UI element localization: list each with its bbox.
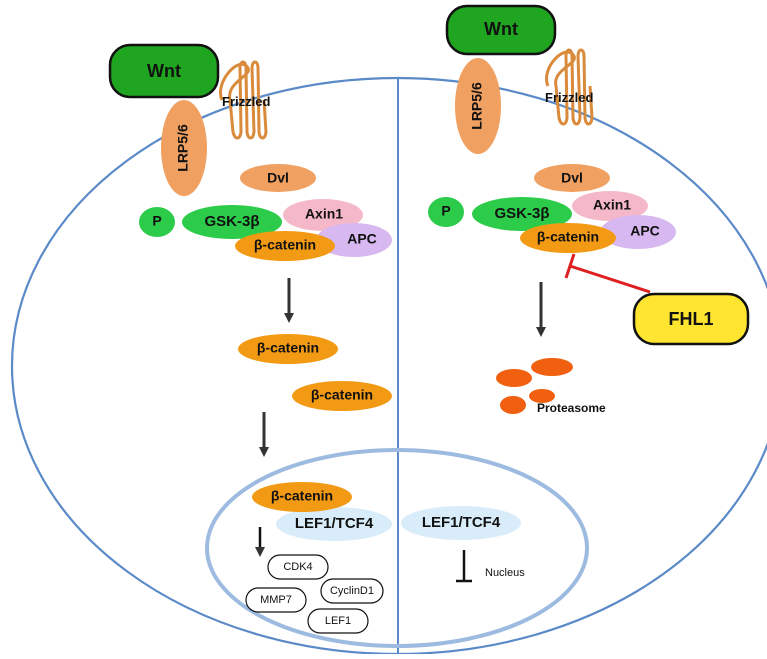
left-lef-tcf4-label: LEF1/TCF4 — [295, 515, 374, 532]
right-lef-tcf4-label: LEF1/TCF4 — [422, 514, 501, 531]
fhl1-inhibition-line — [564, 253, 651, 294]
right-axin1-label: Axin1 — [593, 197, 631, 213]
right-axin1: Axin1 — [572, 191, 648, 221]
left-gsk3b: GSK-3β — [182, 205, 282, 239]
right-frizzled-receptor: Frizzled — [545, 48, 594, 126]
right-apc: APC — [600, 215, 676, 249]
nucleus-membrane — [205, 448, 589, 648]
left-bcatenin-nucleus-label: β-catenin — [271, 488, 333, 504]
target-gene-cdk4: CDK4 — [267, 554, 329, 580]
right-phosphate: P — [428, 197, 464, 227]
target-gene-mmp7-label: MMP7 — [260, 594, 292, 606]
target-gene-lef1-label: LEF1 — [325, 615, 351, 627]
left-lrp-label: LRP5/6 — [175, 124, 191, 172]
left-phosphate: P — [139, 207, 175, 237]
right-apc-label: APC — [630, 223, 660, 239]
target-gene-cyclind1-label: CyclinD1 — [330, 585, 374, 597]
left-wnt-label: Wnt — [147, 61, 181, 81]
left-dvl-label: Dvl — [267, 170, 289, 186]
right-dvl-label: Dvl — [561, 170, 583, 186]
target-gene-lef1: LEF1 — [307, 608, 369, 634]
right-phosphate-label: P — [441, 203, 450, 219]
left-bcatenin-nucleus: β-catenin — [252, 482, 352, 512]
left-axin1: Axin1 — [283, 199, 363, 231]
left-axin1-label: Axin1 — [305, 206, 343, 222]
left-bcatenin-complex-label: β-catenin — [254, 237, 316, 253]
target-gene-cdk4-label: CDK4 — [283, 561, 312, 573]
left-apc-label: APC — [347, 231, 377, 247]
right-nucleus-inhibition — [456, 550, 472, 583]
right-gsk3b-label: GSK-3β — [495, 205, 550, 222]
left-lrp: LRP5/6 — [161, 100, 207, 196]
right-wnt-label: Wnt — [484, 19, 518, 39]
right-lef-tcf4: LEF1/TCF4 — [401, 506, 521, 540]
right-bcatenin-complex: β-catenin — [520, 223, 616, 253]
left-wnt: Wnt — [108, 43, 220, 99]
left-frizzled-receptor: Frizzled — [219, 60, 270, 140]
left-frizzled-label: Frizzled — [222, 94, 270, 109]
cell-membrane — [11, 76, 767, 656]
right-gsk3b: GSK-3β — [472, 197, 572, 231]
left-bcatenin-complex: β-catenin — [235, 231, 335, 261]
target-gene-cyclind1: CyclinD1 — [320, 578, 384, 604]
right-frizzled-label: Frizzled — [545, 90, 593, 105]
right-bcatenin-complex-label: β-catenin — [537, 229, 599, 245]
left-apc: APC — [316, 223, 392, 257]
left-lef-tcf4: LEF1/TCF4 — [276, 507, 392, 541]
nucleus-label: Nucleus — [485, 567, 525, 579]
left-bcatenin-free-1: β-catenin — [238, 334, 338, 364]
left-bcatenin-free-2: β-catenin — [292, 381, 392, 411]
left-dvl: Dvl — [240, 164, 316, 192]
right-dvl: Dvl — [534, 164, 610, 192]
left-bcatenin-free-2-label: β-catenin — [311, 387, 373, 403]
right-lrp-label: LRP5/6 — [469, 82, 485, 130]
right-wnt: Wnt — [445, 4, 557, 56]
fhl1-label: FHL1 — [669, 309, 714, 329]
left-gsk3b-label: GSK-3β — [205, 213, 260, 230]
target-gene-mmp7: MMP7 — [245, 587, 307, 613]
right-lrp: LRP5/6 — [455, 58, 501, 154]
fhl1: FHL1 — [632, 292, 750, 346]
left-phosphate-label: P — [152, 213, 161, 229]
left-bcatenin-free-1-label: β-catenin — [257, 340, 319, 356]
proteasome-complex: Proteasome — [496, 358, 606, 415]
proteasome-label: Proteasome — [537, 401, 606, 415]
